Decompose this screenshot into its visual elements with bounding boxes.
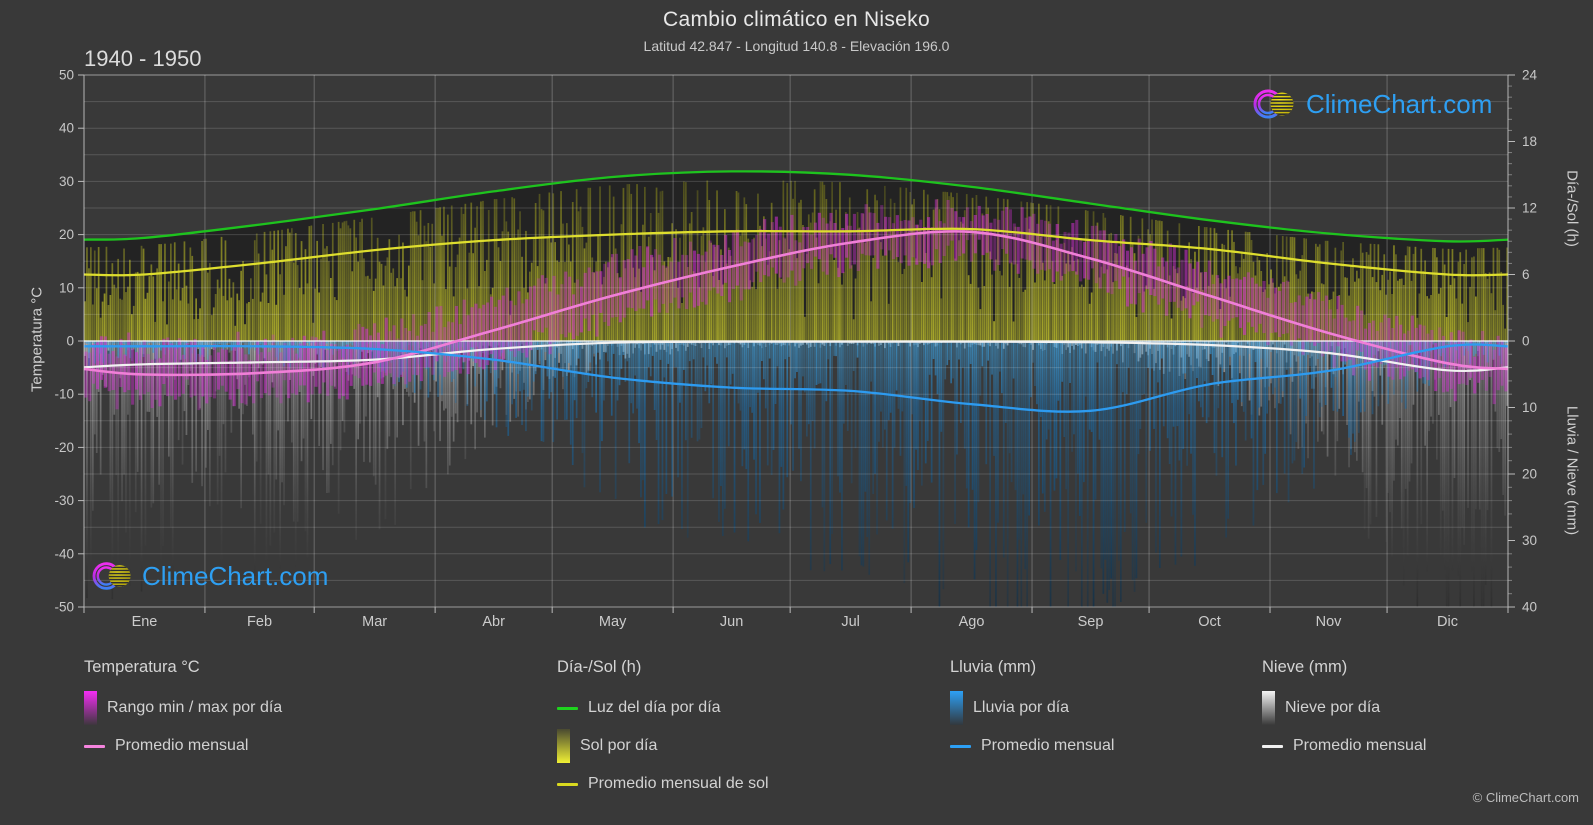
climechart-logo-watermark: ClimeChart.com (92, 557, 328, 595)
legend-item: Lluvia por día (950, 689, 1114, 727)
sun-bar-swatch (557, 729, 570, 763)
svg-text:-50: -50 (54, 600, 74, 615)
copyright-text: © ClimeChart.com (1472, 790, 1579, 805)
temp-avg-line-swatch (84, 744, 105, 748)
legend-item: Rango min / max por día (84, 689, 282, 727)
svg-text:0: 0 (66, 334, 74, 349)
svg-text:20: 20 (1522, 467, 1537, 482)
rain-avg-line-swatch (950, 744, 971, 748)
sun-average-line (83, 227, 1509, 277)
svg-text:Sep: Sep (1078, 614, 1104, 630)
average-lines (83, 170, 1509, 413)
legend-item: Sol por día (557, 727, 769, 765)
axis-ticks-and-labels: 50 40 30 20 10 0 -10 -20 -30 -40 -50 24 18 12 6 0 10 20 30… (54, 68, 1537, 631)
svg-text:Jul: Jul (841, 614, 860, 630)
svg-text:-40: -40 (54, 546, 74, 561)
climechart-logo-text: ClimeChart.com (142, 560, 329, 591)
svg-text:12: 12 (1522, 201, 1537, 216)
legend-title: Nieve (mm) (1262, 658, 1348, 676)
svg-text:-10: -10 (54, 387, 74, 402)
sun-daily-bars (84, 180, 1508, 341)
svg-text:40: 40 (59, 121, 74, 136)
snow-avg-line-swatch (1262, 744, 1283, 748)
daylight-line (83, 170, 1509, 243)
svg-text:Oct: Oct (1198, 614, 1221, 630)
svg-text:0: 0 (1522, 334, 1530, 349)
svg-text:-30: -30 (54, 493, 74, 508)
svg-text:Mar: Mar (362, 614, 387, 630)
svg-text:Jun: Jun (720, 614, 743, 630)
svg-text:24: 24 (1522, 68, 1538, 83)
svg-text:May: May (599, 614, 627, 630)
legend-group-day-sun: Día-/Sol (h) Luz del día por día Sol por… (557, 656, 769, 803)
sun-avg-line-swatch (557, 782, 578, 786)
legend-item: Promedio mensual (1262, 727, 1426, 765)
legend-group-snow: Nieve (mm) Nieve por día Promedio mensua… (1262, 656, 1426, 765)
svg-text:Feb: Feb (247, 614, 272, 630)
legend-group-temperature: Temperatura °C Rango min / max por día P… (84, 656, 282, 765)
legend-item: Promedio mensual (84, 727, 282, 765)
svg-text:Abr: Abr (482, 614, 505, 630)
svg-text:40: 40 (1522, 600, 1537, 615)
svg-text:30: 30 (59, 174, 74, 189)
svg-text:10: 10 (1522, 400, 1537, 415)
svg-text:Ene: Ene (132, 614, 158, 630)
svg-text:6: 6 (1522, 267, 1530, 282)
svg-text:20: 20 (59, 227, 74, 242)
rain-snow-axis-title: Lluvia / Nieve (mm) (1563, 405, 1581, 536)
svg-text:18: 18 (1522, 134, 1537, 149)
legend-title: Temperatura °C (84, 658, 200, 676)
svg-text:30: 30 (1522, 533, 1537, 548)
svg-text:50: 50 (59, 68, 74, 83)
temperature-average-line (83, 230, 1509, 377)
legend-item: Nieve por día (1262, 689, 1426, 727)
climechart-logo-icon (92, 557, 134, 595)
climechart-logo-icon (1252, 84, 1298, 124)
legend-item: Promedio mensual de sol (557, 765, 769, 803)
legend-item: Luz del día por día (557, 689, 769, 727)
daylight-line-swatch (557, 706, 578, 710)
svg-text:-20: -20 (54, 440, 74, 455)
legend-title: Lluvia (mm) (950, 658, 1037, 676)
snow-average-line (83, 340, 1509, 372)
legend-group-rain: Lluvia (mm) Lluvia por día Promedio mens… (950, 656, 1114, 765)
snow-bar-swatch (1262, 691, 1275, 725)
rain-bar-swatch (950, 691, 963, 725)
svg-text:10: 10 (59, 280, 74, 295)
day-sun-axis-title: Día-/Sol (h) (1563, 170, 1581, 247)
climechart-logo-top: ClimeChart.com (1252, 84, 1492, 124)
page-title: Cambio climático en Niseko (663, 8, 930, 31)
legend-item: Promedio mensual (950, 727, 1114, 765)
legend-title: Día-/Sol (h) (557, 658, 642, 676)
climechart-logo-text: ClimeChart.com (1306, 88, 1493, 119)
year-range-label: 1940 - 1950 (84, 46, 202, 71)
temp-range-swatch (84, 691, 97, 725)
svg-text:Dic: Dic (1437, 614, 1458, 630)
svg-text:Ago: Ago (959, 614, 985, 630)
rain-average-line (84, 343, 1509, 413)
temperature-axis-title: Temperatura °C (28, 286, 46, 393)
svg-text:Nov: Nov (1316, 614, 1343, 630)
chart-header: Cambio climático en Niseko Latitud 42.84… (0, 8, 1593, 54)
chart-subtitle: Latitud 42.847 - Longitud 140.8 - Elevac… (643, 38, 950, 54)
